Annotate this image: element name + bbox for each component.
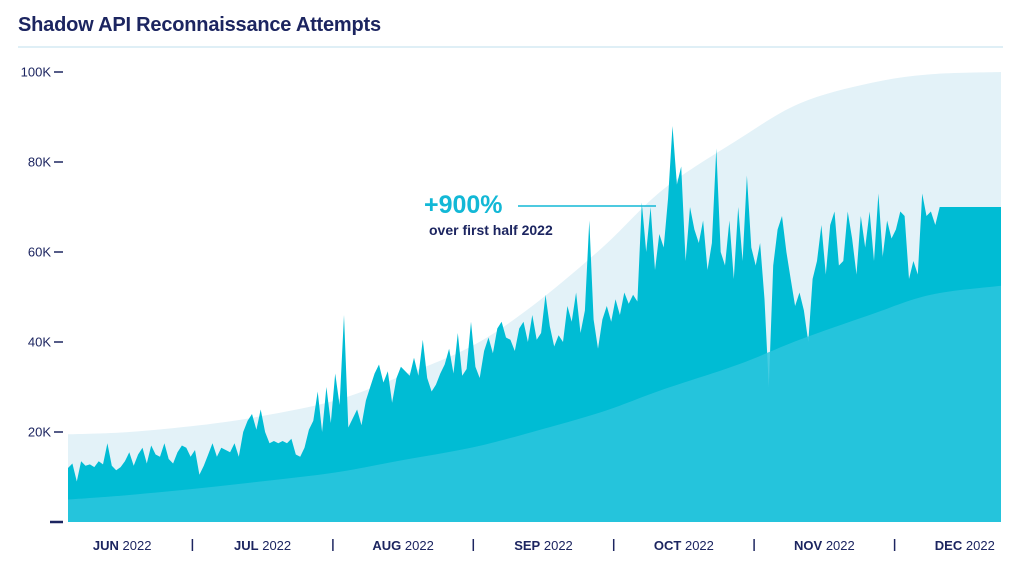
- x-month-label: DEC 2022: [935, 538, 995, 553]
- title-rule: [18, 46, 1003, 48]
- x-month-label: JUL 2022: [234, 538, 291, 553]
- x-month-year: 2022: [405, 538, 434, 553]
- x-month-year: 2022: [685, 538, 714, 553]
- annotation: +900% over first half 2022: [424, 191, 656, 238]
- x-month-year: 2022: [544, 538, 573, 553]
- x-month-name: DEC: [935, 538, 963, 553]
- x-month-name: OCT: [654, 538, 682, 553]
- annotation-subline: over first half 2022: [429, 222, 553, 238]
- x-month-label: OCT 2022: [654, 538, 714, 553]
- x-month-year: 2022: [262, 538, 291, 553]
- x-month-year: 2022: [826, 538, 855, 553]
- x-month-name: AUG: [372, 538, 401, 553]
- y-tick-label: 20K: [28, 425, 51, 440]
- y-tick-label: 100K: [21, 65, 52, 80]
- x-month-label: AUG 2022: [372, 538, 433, 553]
- x-month-label: SEP 2022: [514, 538, 573, 553]
- x-month-name: SEP: [514, 538, 540, 553]
- x-month-year: 2022: [123, 538, 152, 553]
- x-month-name: JUL: [234, 538, 259, 553]
- x-axis: JUN 2022 JUL 2022 AUG 2022 SEP 2022 OCT 2022…: [93, 538, 995, 553]
- y-tick-label: 60K: [28, 245, 51, 260]
- x-month-label: JUN 2022: [93, 538, 152, 553]
- annotation-headline: +900%: [424, 191, 503, 219]
- x-month-label: NOV 2022: [794, 538, 855, 553]
- areas-layer: [68, 72, 1001, 522]
- y-tick-label: 40K: [28, 335, 51, 350]
- y-axis: 20K 40K 60K 80K 100K: [21, 65, 63, 524]
- x-month-year: 2022: [966, 538, 995, 553]
- area-lower-trend: [68, 285, 1001, 522]
- chart-title: Shadow API Reconnaissance Attempts: [18, 14, 381, 36]
- x-month-name: NOV: [794, 538, 823, 553]
- x-month-name: JUN: [93, 538, 119, 553]
- y-tick-label: 80K: [28, 155, 51, 170]
